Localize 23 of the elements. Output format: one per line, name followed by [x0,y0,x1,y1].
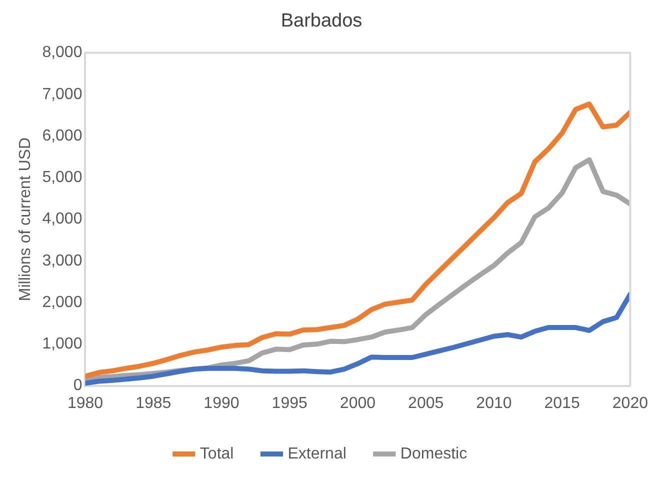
y-tick-label: 2,000 [42,294,82,311]
y-tick-label: 4,000 [42,210,82,228]
legend-label: Total [200,445,234,462]
y-tick-label: 7,000 [42,86,82,103]
x-tick-label: 2005 [408,394,444,412]
x-tick-label: 2010 [476,394,512,412]
legend-label: Domestic [400,445,468,462]
legend-label: External [288,445,346,462]
y-tick-label: 5,000 [42,169,82,186]
x-tick-label: 1985 [136,394,172,412]
x-tick-label: 2020 [612,394,648,412]
y-tick-label: 3,000 [42,252,82,270]
y-axis-title: Millions of current USD [17,137,34,302]
y-tick-label: 1,000 [42,336,82,353]
y-tick-label: 8,000 [42,44,82,62]
chart-title: Barbados [280,10,362,32]
y-tick-label: 0 [73,377,82,394]
x-tick-label: 2000 [340,394,376,412]
x-tick-label: 1980 [67,394,104,412]
y-tick-label: 6,000 [42,127,82,144]
x-tick-label: 1990 [204,394,240,412]
x-tick-label: 2015 [544,394,580,412]
x-tick-label: 1995 [272,394,308,412]
